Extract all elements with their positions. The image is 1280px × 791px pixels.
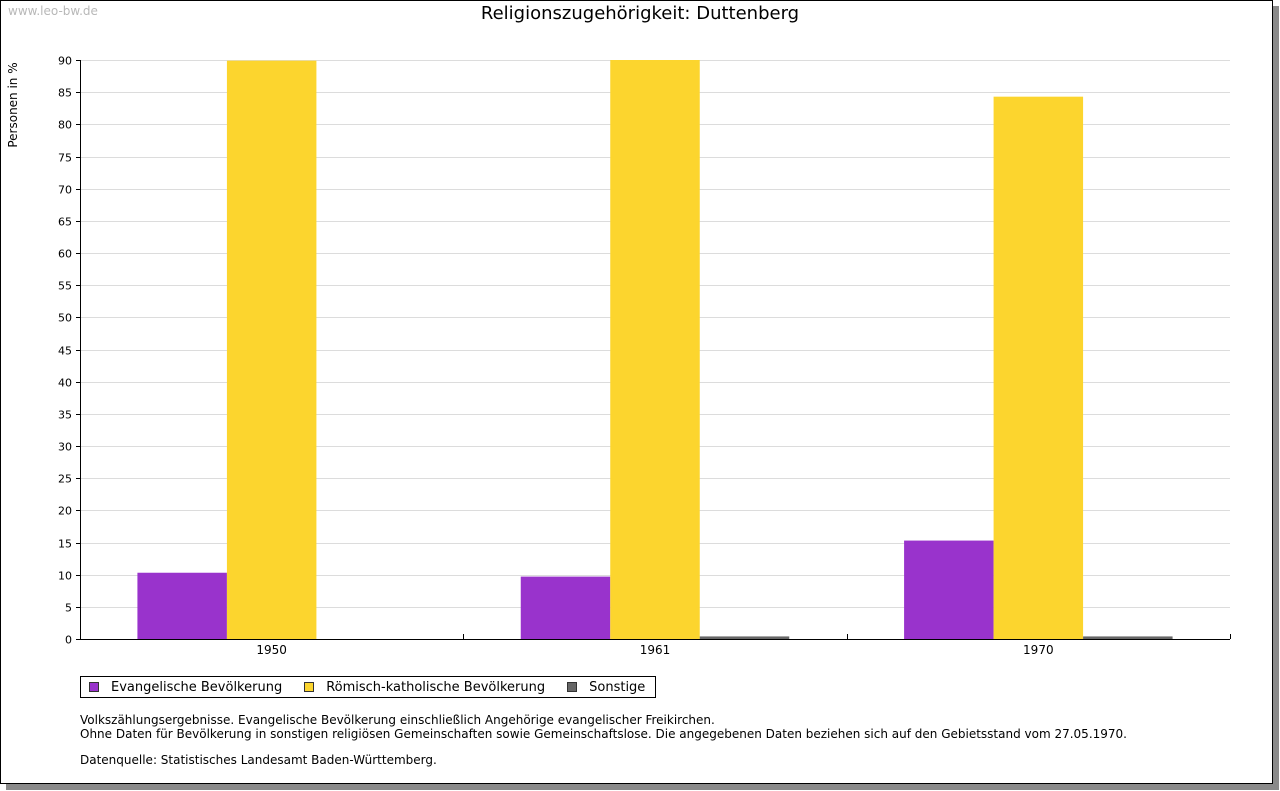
legend-item: Römisch-katholische Bevölkerung xyxy=(304,680,545,695)
legend-swatch xyxy=(567,682,578,692)
legend-item: Evangelische Bevölkerung xyxy=(89,680,282,695)
y-tick-label: 15 xyxy=(58,538,72,551)
y-tick-label: 80 xyxy=(58,119,72,132)
x-tick-label: 1970 xyxy=(1023,643,1054,657)
y-tick-label: 5 xyxy=(65,602,72,615)
note-line-1: Volkszählungsergebnisse. Evangelische Be… xyxy=(80,713,715,727)
y-tick-label: 20 xyxy=(58,505,72,518)
y-tick-label: 50 xyxy=(58,312,72,325)
legend-label: Evangelische Bevölkerung xyxy=(111,679,283,695)
y-tick-label: 55 xyxy=(58,280,72,293)
y-tick-label: 85 xyxy=(58,87,72,100)
y-tick-label: 30 xyxy=(58,441,72,454)
bar xyxy=(699,636,790,639)
legend: Evangelische Bevölkerung Römisch-katholis… xyxy=(80,676,657,698)
x-tick-label: 1961 xyxy=(640,643,671,657)
note-line-2: Ohne Daten für Bevölkerung in sonstigen … xyxy=(80,727,1127,741)
legend-swatch xyxy=(89,682,99,692)
watermark: www.leo-bw.de xyxy=(8,4,98,18)
y-tick-label: 60 xyxy=(58,248,72,261)
x-tick-label: 1950 xyxy=(256,643,287,657)
y-tick-label: 90 xyxy=(58,55,72,68)
bar xyxy=(904,540,994,639)
y-tick-label: 10 xyxy=(58,570,72,583)
y-tick-label: 70 xyxy=(58,184,72,197)
y-tick-label: 35 xyxy=(58,409,72,422)
bar xyxy=(520,576,611,639)
bar xyxy=(137,572,227,639)
legend-swatch xyxy=(304,682,315,692)
plot-area: 0 5 10 15 20 25 30 35 40 45 50 55 60 65 70 75 80 85 90 1950… xyxy=(58,55,1231,657)
bar xyxy=(993,96,1084,640)
legend-label: Römisch-katholische Bevölkerung xyxy=(326,679,546,695)
bar xyxy=(610,60,700,639)
y-tick-label: 40 xyxy=(58,377,72,390)
y-tick-label: 45 xyxy=(58,345,72,358)
y-tick-label: 75 xyxy=(58,152,72,165)
y-tick-label: 65 xyxy=(58,216,72,229)
legend-item: Sonstige xyxy=(567,680,645,695)
bar xyxy=(226,60,317,640)
y-tick-label: 25 xyxy=(58,473,72,486)
y-tick-label: 0 xyxy=(65,634,72,647)
bar xyxy=(1083,636,1173,639)
chart-title: Religionszugehörigkeit: Duttenberg xyxy=(480,3,800,24)
data-source: Datenquelle: Statistisches Landesamt Bad… xyxy=(80,753,437,767)
legend-label: Sonstige xyxy=(589,679,646,695)
notes: Volkszählungsergebnisse. Evangelische Be… xyxy=(80,713,1127,767)
